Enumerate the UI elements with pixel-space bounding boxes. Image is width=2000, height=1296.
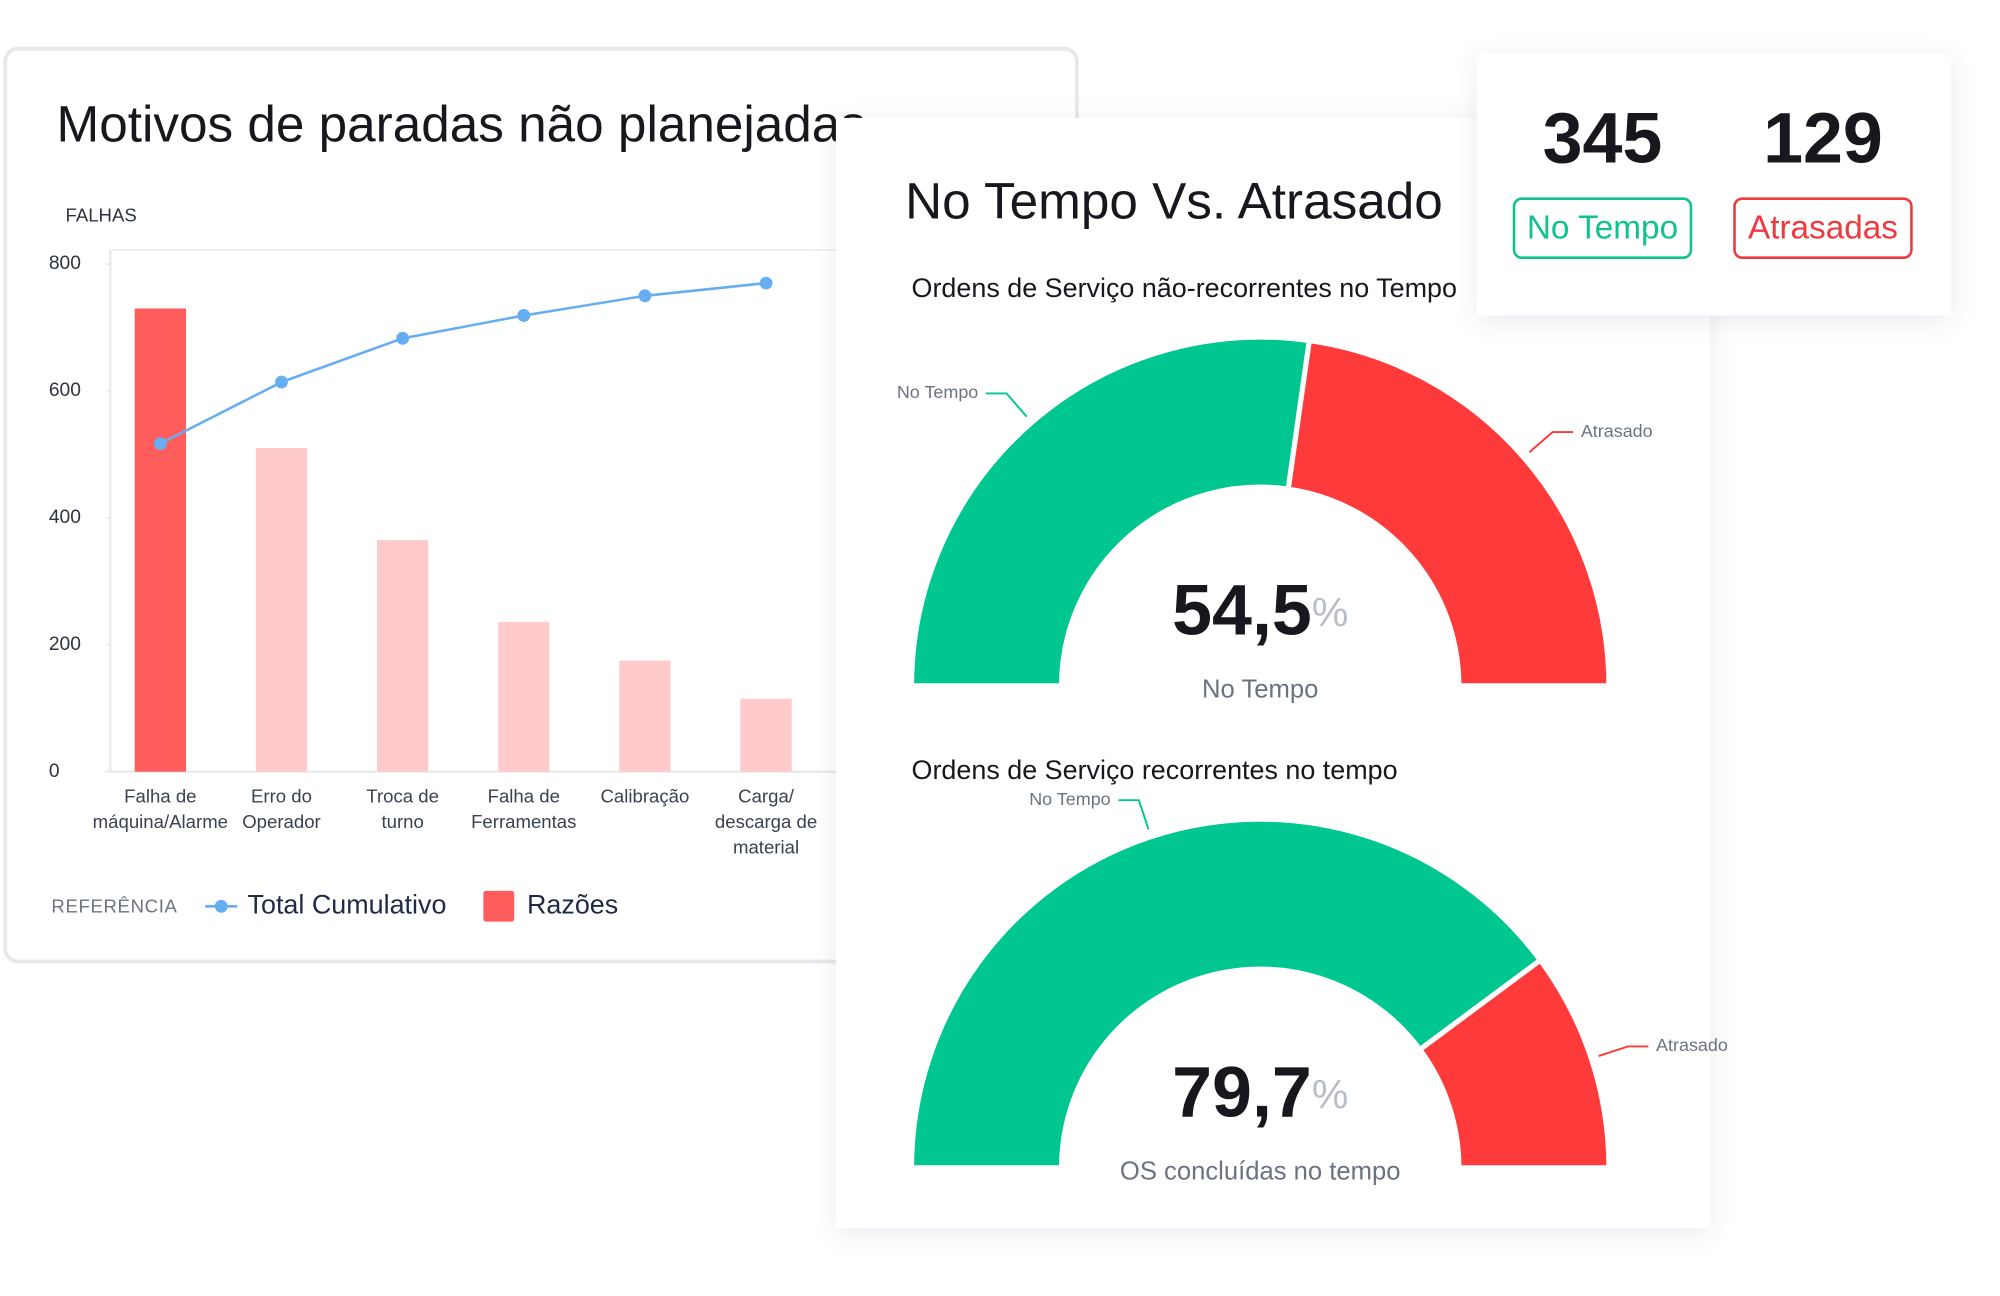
- leader-line: [1528, 431, 1574, 453]
- legend-dot: [214, 899, 228, 913]
- x-tick-label-box: Falha de máquina/Alarme: [92, 787, 229, 834]
- chart-title: Motivos de paradas não planejadas: [57, 96, 866, 153]
- x-tick-label-box: Falha de Ferramentas: [471, 787, 577, 834]
- gauge-chart: Ordens de Serviço recorrentes no tempo No…: [908, 755, 1728, 1186]
- segment-label: No Tempo: [897, 382, 978, 402]
- line-point: [396, 331, 410, 345]
- line: [159, 281, 767, 445]
- gauge-value: 54,5%: [1172, 570, 1348, 650]
- gauge-caption: OS concluídas no tempo: [1120, 1158, 1401, 1186]
- y-tick-label: 800: [49, 253, 81, 274]
- gauge-value-number: 79,7: [1172, 1052, 1312, 1132]
- x-tick-label-box: Erro do Operador: [242, 787, 321, 834]
- gauge-segment: [908, 334, 1313, 689]
- line-point: [517, 309, 531, 322]
- segment-label: Atrasado: [1656, 1035, 1728, 1055]
- gauge-segment: [1285, 337, 1612, 689]
- gauge-title: Ordens de Serviço recorrentes no tempo: [912, 755, 1398, 785]
- gauge-value-number: 54,5: [1172, 570, 1312, 650]
- card-frame: [1476, 53, 1952, 316]
- bar: [498, 621, 550, 772]
- kpi-label: No Tempo: [1527, 209, 1678, 246]
- x-tick-label-box: Calibração: [600, 787, 690, 808]
- kpi-badge: [1512, 197, 1693, 259]
- legend-title: REFERÊNCIA: [51, 895, 177, 916]
- legend-swatch: [483, 890, 515, 922]
- pareto-card: Motivos de paradas não planejadas FALHAS 0…: [3, 46, 1079, 964]
- gauge-segment: [908, 816, 1544, 1171]
- x-tick-label: Erro do Operador: [242, 787, 321, 834]
- kpi-label: Atrasadas: [1748, 209, 1898, 246]
- gauge-value-unit: %: [1312, 1071, 1348, 1117]
- gauge-chart: Ordens de Serviço não-recorrentes no Tem…: [897, 273, 1653, 704]
- legend-label: Total Cumulativo: [248, 889, 447, 919]
- bar: [619, 660, 671, 772]
- gauge-value-unit: %: [1312, 589, 1348, 635]
- line-point: [153, 437, 167, 451]
- y-tick-label: 400: [49, 507, 81, 528]
- y-tick-label: 200: [49, 634, 81, 655]
- segment-label: No Tempo: [1029, 789, 1110, 809]
- y-tick-label: 600: [49, 380, 81, 401]
- kpi-value: 345: [1543, 99, 1663, 179]
- bar: [134, 308, 186, 772]
- x-tick-label: Calibração: [600, 787, 690, 808]
- gauge-caption: No Tempo: [1202, 676, 1318, 704]
- x-tick-label: Troca de turno: [366, 787, 439, 834]
- kpi-badge: [1733, 197, 1913, 259]
- line-point: [275, 375, 288, 389]
- bar: [255, 448, 308, 772]
- leader-line: [1598, 1045, 1649, 1058]
- gauge-segment: [1416, 956, 1612, 1171]
- segment-label: Atrasado: [1581, 421, 1653, 441]
- bar: [740, 698, 792, 772]
- gauge-value: 79,7%: [1172, 1052, 1348, 1132]
- card-title: No Tempo Vs. Atrasado: [905, 173, 1443, 230]
- kpi-value: 129: [1763, 99, 1883, 179]
- pareto-chart: Motivos de paradas não planejadas FALHAS 0…: [49, 96, 1077, 922]
- x-tick-label-box: Carga/ descarga de material: [714, 787, 818, 859]
- gauge-title: Ordens de Serviço não-recorrentes no Tem…: [912, 273, 1457, 303]
- x-tick-label: Carga/ descarga de material: [714, 787, 818, 859]
- line-point: [759, 276, 773, 290]
- y-axis-label: FALHAS: [65, 205, 136, 226]
- line-point: [638, 289, 652, 303]
- kpi-card: 345 No Tempo 129 Atrasadas: [1476, 53, 1952, 316]
- legend-label: Razões: [527, 889, 618, 919]
- x-tick-label: Falha de Ferramentas: [471, 787, 577, 834]
- leader-line: [1118, 799, 1150, 830]
- gauge-card: No Tempo Vs. Atrasado Ordens de Serviço …: [835, 117, 1728, 1229]
- x-tick-label: Falha de máquina/Alarme: [92, 787, 229, 834]
- y-tick-label: 0: [49, 761, 60, 782]
- bar: [376, 540, 429, 772]
- x-tick-label-box: Troca de turno: [366, 787, 439, 834]
- leader-line: [985, 392, 1028, 418]
